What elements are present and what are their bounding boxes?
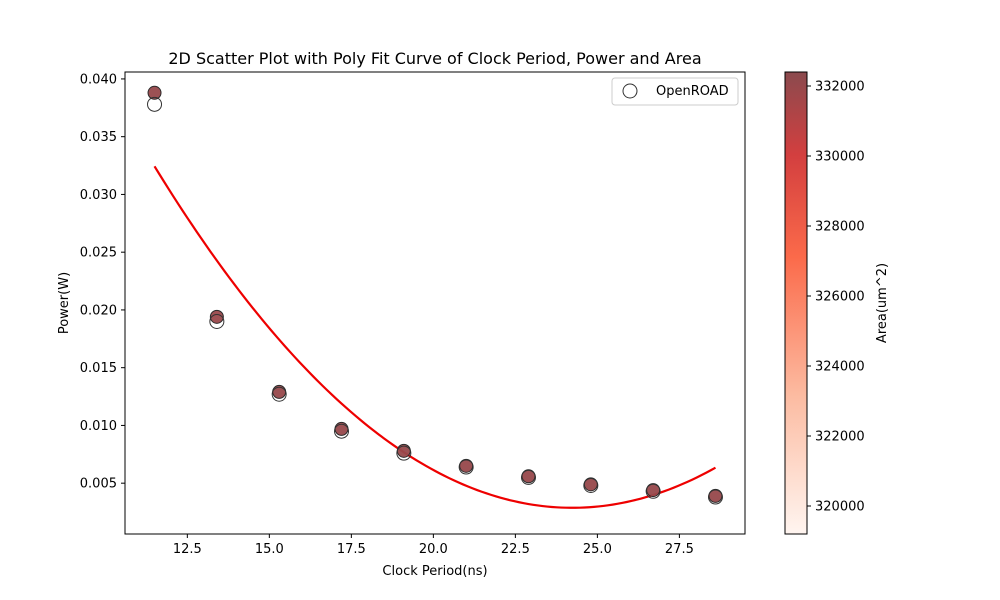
y-tick-label: 0.020 [80, 303, 117, 318]
x-axis-label: Clock Period(ns) [382, 564, 487, 579]
colorbar-tick-label: 330000 [815, 150, 865, 165]
area-point [147, 85, 162, 100]
openroad-points [147, 96, 723, 505]
openroad-point [396, 445, 412, 461]
openroad-point [271, 386, 287, 402]
y-tick-label: 0.035 [80, 130, 117, 145]
y-tick-label: 0.040 [80, 72, 117, 87]
x-tick-label: 22.5 [501, 542, 530, 557]
x-tick-label: 12.5 [173, 542, 202, 557]
plot-area: 12.5 15.0 17.5 20.0 22.5 25.0 27.5 0.0050.0100… [80, 71, 746, 557]
area-colored-points [147, 85, 723, 503]
poly-fit-curve [153, 165, 717, 509]
x-tick-label: 15.0 [255, 542, 284, 557]
openroad-point [583, 477, 599, 493]
colorbar-tick-label: 328000 [815, 220, 865, 235]
y-tick-label: 0.010 [80, 419, 117, 434]
x-tick-label: 20.0 [419, 542, 448, 557]
legend-box [611, 77, 739, 106]
chart-title: 2D Scatter Plot with Poly Fit Curve of C… [168, 49, 701, 68]
plot-frame [124, 71, 746, 535]
y-tick-label: 0.015 [80, 361, 117, 376]
colorbar-tick-label: 326000 [815, 290, 865, 305]
legend-marker [622, 83, 638, 99]
x-tick-label: 25.0 [583, 542, 612, 557]
colorbar-tick-label: 320000 [815, 500, 865, 515]
colorbar-label: Area(um^2) [875, 263, 890, 343]
colorbar-tick-label: 332000 [815, 80, 865, 95]
openroad-point [645, 483, 661, 499]
openroad-point [707, 489, 723, 505]
legend: OpenROAD [611, 77, 739, 106]
openroad-point [334, 423, 350, 439]
y-tick-label: 0.030 [80, 188, 117, 203]
colorbar-tick-label: 324000 [815, 360, 865, 375]
openroad-point [520, 469, 536, 485]
area-point [209, 309, 224, 324]
y-tick-label: 0.025 [80, 246, 117, 261]
legend-label: OpenROAD [656, 84, 729, 99]
openroad-point [147, 96, 163, 112]
x-tick-label: 17.5 [337, 542, 366, 557]
openroad-point [209, 313, 225, 329]
y-axis: 0.005 0.010 0.015 0.020 0.025 0.030 0.035 0.040 [80, 72, 125, 492]
colorbar-tick-label: 322000 [815, 430, 865, 445]
x-tick-label: 27.5 [665, 542, 694, 557]
y-axis-label: Power(W) [57, 272, 72, 334]
colorbar-ticks: 320000 322000 324000 326000 328000 330000 3320… [807, 80, 865, 515]
openroad-point [458, 459, 474, 475]
colorbar-gradient [784, 71, 808, 535]
y-tick-label: 0.005 [80, 477, 117, 492]
x-axis: 12.5 15.0 17.5 20.0 22.5 25.0 27.5 [173, 534, 694, 557]
colorbar: 320000 322000 324000 326000 328000 330000 3320… [784, 71, 890, 535]
